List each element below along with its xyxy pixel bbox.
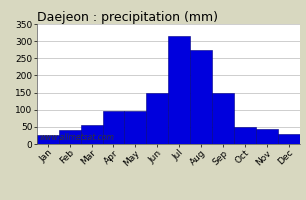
Bar — [37, 135, 59, 144]
Bar — [234, 127, 256, 144]
Bar — [168, 36, 190, 144]
Bar — [103, 111, 125, 144]
Bar — [80, 125, 103, 144]
Bar — [190, 50, 212, 144]
Bar — [125, 111, 146, 144]
Bar — [278, 134, 300, 144]
Bar — [59, 130, 80, 144]
Bar — [256, 129, 278, 144]
Text: Daejeon : precipitation (mm): Daejeon : precipitation (mm) — [37, 11, 218, 24]
Bar — [146, 93, 168, 144]
Bar — [212, 93, 234, 144]
Text: www.allmetsat.com: www.allmetsat.com — [39, 133, 114, 142]
